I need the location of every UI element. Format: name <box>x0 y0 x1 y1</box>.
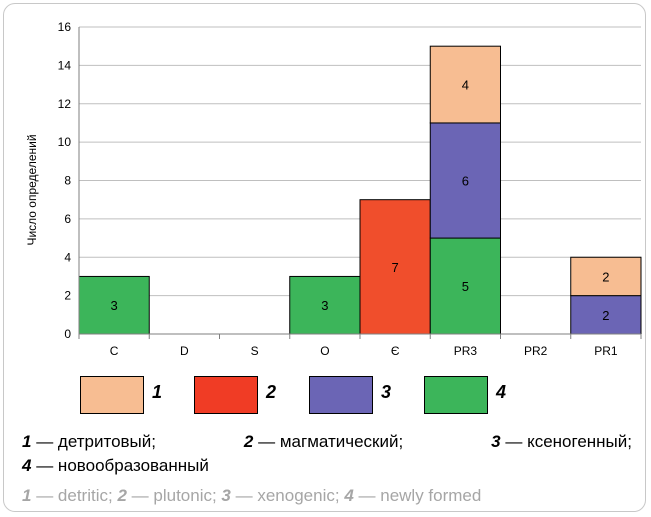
y-tick-label: 10 <box>58 135 72 149</box>
x-tick-label: C <box>110 344 119 358</box>
grid-lines <box>79 26 641 297</box>
x-tick-label: O <box>320 344 329 358</box>
legend-swatch-2 <box>194 376 258 414</box>
y-tick-label: 4 <box>64 250 71 264</box>
data-label: 4 <box>462 78 469 93</box>
legend-ru-key-4: 4 <box>22 456 32 475</box>
legend-swatch-4 <box>424 376 488 414</box>
data-label: 3 <box>321 298 328 313</box>
bar-segment-4 <box>289 275 361 335</box>
figure-frame <box>3 3 646 512</box>
legend-en-key-4: 4 <box>344 486 354 505</box>
legend-en-line: 1 — detritic; 2 — plutonic; 3 — xenogeni… <box>22 486 481 506</box>
y-tick-label: 14 <box>58 58 72 72</box>
y-tick-label: 6 <box>64 212 71 226</box>
x-tick-label: PR1 <box>594 344 618 358</box>
chart: 3 3 7 5 6 4 2 2 0 2 4 6 8 10 12 14 16 C D S O Є PR3 PR2 PR1 Чис… <box>25 20 642 358</box>
y-tick-label: 12 <box>58 97 72 111</box>
data-label: 2 <box>602 308 609 323</box>
data-label: 3 <box>111 298 118 313</box>
axes: 0 2 4 6 8 10 12 14 16 C D S O Є PR3 PR2 PR1 <box>58 20 642 358</box>
bar-segment-3 <box>570 295 642 335</box>
legend-swatch-1 <box>80 376 144 414</box>
data-label: 2 <box>602 269 609 284</box>
x-tick-label: PR3 <box>454 344 478 358</box>
legend-en-text-3: — xenogenic; <box>235 486 345 505</box>
legend-swatch-3 <box>309 376 373 414</box>
legend-ru-key-1: 1 <box>22 432 32 451</box>
y-tick-label: 0 <box>64 327 71 341</box>
bar-segment-2 <box>359 199 431 335</box>
legend-en-text-4: — newly formed <box>358 486 482 505</box>
data-label: 7 <box>392 260 399 275</box>
x-tick-label: S <box>251 344 259 358</box>
legend-ru-key-3: 3 <box>491 432 501 451</box>
x-tick-label: Є <box>391 344 400 358</box>
legend-en-key-2: 2 <box>117 486 127 505</box>
y-tick-label: 2 <box>64 289 71 303</box>
legend-ru-text-2: — магматический; <box>258 432 404 451</box>
legend-ru-key-2: 2 <box>243 432 254 451</box>
legend-en-text-1: — detritic; <box>36 486 118 505</box>
x-tick-label: D <box>180 344 189 358</box>
data-label: 5 <box>462 279 469 294</box>
legend-en-key-1: 1 <box>22 486 32 505</box>
y-axis-label: Число определений <box>25 134 39 245</box>
legend-en-key-3: 3 <box>221 486 231 505</box>
legend-ru-text-1: — детритовый; <box>36 432 156 451</box>
y-tick-label: 8 <box>64 174 71 188</box>
legend-ru-text-4: — новообразованный <box>36 456 209 475</box>
legend-key-2: 2 <box>266 382 277 402</box>
y-tick-label: 16 <box>58 20 72 34</box>
legend-ru-line-1: 1 — детритовый; 2 — магматический; 3 — к… <box>22 432 632 452</box>
bar-segment-1 <box>429 45 501 124</box>
legend-key-4: 4 <box>496 382 507 402</box>
x-tick-label: PR2 <box>524 344 548 358</box>
legend-key-3: 3 <box>381 382 392 402</box>
bars: 3 3 7 5 6 4 2 2 <box>78 45 642 335</box>
legend-ru-line-2: 4 — новообразованный <box>22 456 209 476</box>
bar-segment-1 <box>570 256 642 297</box>
data-label: 6 <box>462 174 469 189</box>
legend-key-1: 1 <box>152 382 163 402</box>
legend-ru-text-3: — ксеногенный; <box>505 432 632 451</box>
legend-en-text-2: — plutonic; <box>131 486 222 505</box>
